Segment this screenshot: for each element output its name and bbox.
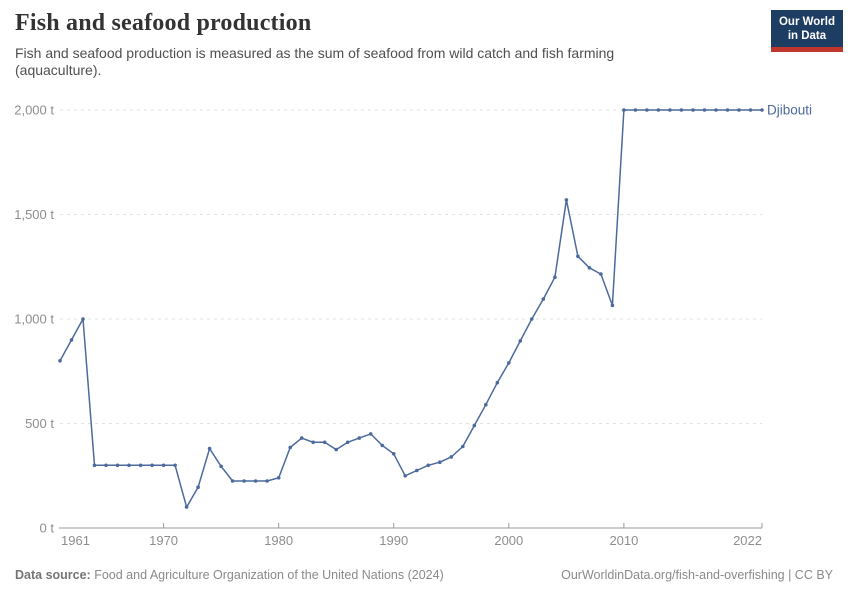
x-axis-label: 1961 xyxy=(61,533,90,548)
data-point[interactable] xyxy=(645,108,649,112)
data-point[interactable] xyxy=(242,479,246,483)
data-point[interactable] xyxy=(207,446,212,451)
data-point[interactable] xyxy=(599,272,603,276)
data-point[interactable] xyxy=(530,317,534,321)
data-point[interactable] xyxy=(81,317,85,321)
series-line xyxy=(59,109,762,508)
data-point[interactable] xyxy=(299,436,304,440)
data-point[interactable] xyxy=(426,463,431,468)
data-point[interactable] xyxy=(104,463,108,468)
x-axis-label: 2010 xyxy=(609,533,638,548)
page-title: Fish and seafood production xyxy=(15,10,312,36)
data-point[interactable] xyxy=(391,452,396,456)
owid-logo-line2: in Data xyxy=(787,29,827,42)
data-point[interactable] xyxy=(438,460,442,465)
data-point[interactable] xyxy=(702,108,707,112)
data-point[interactable] xyxy=(265,479,269,483)
y-axis-label: 2,000 t xyxy=(14,103,54,118)
data-point[interactable] xyxy=(368,432,373,436)
data-point[interactable] xyxy=(668,108,672,112)
data-point[interactable] xyxy=(253,479,258,483)
data-point[interactable] xyxy=(564,198,569,202)
data-point[interactable] xyxy=(219,464,223,469)
data-point[interactable] xyxy=(449,455,454,459)
x-axis-label: 1990 xyxy=(379,533,408,548)
data-point[interactable] xyxy=(357,436,362,440)
data-point[interactable] xyxy=(403,474,408,478)
owid-logo[interactable]: Our World in Data xyxy=(770,10,843,52)
data-point[interactable] xyxy=(633,108,638,112)
data-point[interactable] xyxy=(495,380,500,385)
chart-subtitle: Fish and seafood production is measured … xyxy=(15,45,615,78)
owid-logo-line1: Our World xyxy=(778,16,835,28)
data-point[interactable] xyxy=(115,463,120,468)
data-point[interactable] xyxy=(322,440,327,445)
data-point[interactable] xyxy=(461,444,465,449)
data-point[interactable] xyxy=(541,297,546,301)
data-point[interactable] xyxy=(161,463,166,468)
data-point[interactable] xyxy=(196,485,200,490)
y-axis-label: 1,500 t xyxy=(14,207,54,222)
data-point[interactable] xyxy=(184,505,189,509)
data-point[interactable] xyxy=(553,275,557,279)
data-point[interactable] xyxy=(334,447,339,452)
data-point[interactable] xyxy=(127,463,131,468)
data-point[interactable] xyxy=(725,108,730,112)
data-point[interactable] xyxy=(518,339,523,343)
chart-footer: Data source: Food and Agriculture Organi… xyxy=(15,567,833,583)
data-point[interactable] xyxy=(748,108,753,112)
data-point[interactable] xyxy=(69,338,74,342)
data-point[interactable] xyxy=(288,445,293,450)
data-point[interactable] xyxy=(380,443,385,448)
y-axis-label: 0 t xyxy=(40,521,55,536)
data-point[interactable] xyxy=(679,108,684,112)
data-point[interactable] xyxy=(150,463,154,468)
entity-label: Djibouti xyxy=(767,103,812,118)
data-point[interactable] xyxy=(576,254,580,259)
x-axis-label: 1980 xyxy=(264,533,293,548)
line-chart[interactable]: 0 t 500 t 1,000 t 1,500 t 2,000 t 1961 1970 198… xyxy=(0,95,850,555)
data-point[interactable] xyxy=(507,361,511,365)
data-point[interactable] xyxy=(311,440,316,445)
data-point[interactable] xyxy=(760,108,764,112)
y-axis-label: 1,000 t xyxy=(14,312,54,327)
data-point[interactable] xyxy=(415,468,419,473)
data-point[interactable] xyxy=(345,440,350,445)
x-axis-label: 2022 xyxy=(733,533,762,548)
data-point[interactable] xyxy=(656,108,661,112)
x-axis-label: 1970 xyxy=(149,533,178,548)
data-source-text: Food and Agriculture Organization of the… xyxy=(94,568,444,582)
chart-header: Fish and seafood production Fish and sea… xyxy=(15,10,675,79)
data-point[interactable] xyxy=(230,479,235,483)
data-point[interactable] xyxy=(138,463,143,468)
data-point[interactable] xyxy=(484,402,488,407)
data-point[interactable] xyxy=(173,463,177,468)
x-axis-label: 2000 xyxy=(494,533,523,548)
data-point[interactable] xyxy=(472,423,477,428)
data-source-label: Data source: xyxy=(15,568,91,582)
data-point[interactable] xyxy=(714,108,718,112)
data-point[interactable] xyxy=(58,359,62,363)
data-point[interactable] xyxy=(691,108,695,112)
y-axis-label: 500 t xyxy=(25,416,54,431)
data-point[interactable] xyxy=(276,476,281,480)
footer-link[interactable]: OurWorldinData.org/fish-and-overfishing … xyxy=(561,568,833,582)
data-source: Data source: Food and Agriculture Organi… xyxy=(15,567,444,583)
data-point[interactable] xyxy=(622,108,626,112)
data-point[interactable] xyxy=(587,266,592,270)
data-point[interactable] xyxy=(737,108,741,112)
data-point[interactable] xyxy=(610,303,615,308)
data-point[interactable] xyxy=(92,463,97,468)
